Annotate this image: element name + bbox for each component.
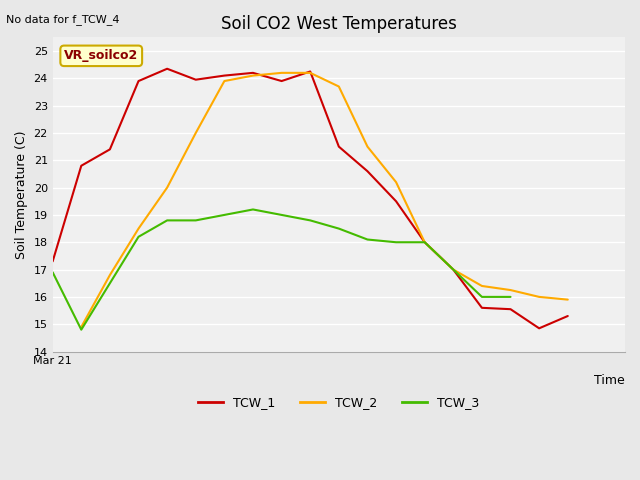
TCW_3 — [249, 206, 257, 212]
TCW_1 — [564, 313, 572, 319]
TCW_1 — [278, 78, 285, 84]
TCW_1 — [507, 306, 515, 312]
TCW_3 — [49, 269, 56, 275]
TCW_2 — [192, 130, 200, 136]
TCW_2 — [421, 240, 429, 245]
TCW_1 — [449, 267, 457, 273]
Text: No data for f_TCW_4: No data for f_TCW_4 — [6, 14, 120, 25]
TCW_3 — [478, 294, 486, 300]
Line: TCW_3: TCW_3 — [52, 209, 511, 330]
TCW_3 — [449, 267, 457, 273]
TCW_1 — [106, 146, 114, 152]
TCW_1 — [221, 72, 228, 78]
TCW_1 — [307, 69, 314, 74]
TCW_2 — [278, 70, 285, 76]
TCW_3 — [364, 237, 371, 242]
TCW_1 — [134, 78, 142, 84]
TCW_1 — [478, 305, 486, 311]
TCW_3 — [392, 240, 400, 245]
Text: Time: Time — [595, 373, 625, 386]
TCW_2 — [449, 267, 457, 273]
TCW_2 — [478, 283, 486, 289]
TCW_2 — [106, 272, 114, 278]
TCW_3 — [307, 217, 314, 223]
TCW_3 — [421, 240, 429, 245]
TCW_1 — [421, 240, 429, 245]
TCW_2 — [221, 78, 228, 84]
TCW_2 — [507, 287, 515, 293]
Legend: TCW_1, TCW_2, TCW_3: TCW_1, TCW_2, TCW_3 — [193, 391, 484, 414]
TCW_1 — [335, 144, 342, 149]
TCW_3 — [335, 226, 342, 231]
Line: TCW_1: TCW_1 — [52, 69, 568, 328]
TCW_1 — [163, 66, 171, 72]
TCW_3 — [221, 212, 228, 218]
TCW_1 — [249, 70, 257, 76]
TCW_3 — [106, 280, 114, 286]
TCW_2 — [307, 70, 314, 76]
TCW_3 — [77, 327, 85, 333]
TCW_1 — [192, 77, 200, 83]
TCW_3 — [163, 217, 171, 223]
TCW_2 — [535, 294, 543, 300]
TCW_3 — [278, 212, 285, 218]
TCW_3 — [192, 217, 200, 223]
TCW_1 — [49, 259, 56, 264]
TCW_3 — [134, 234, 142, 240]
TCW_3 — [507, 294, 515, 300]
TCW_2 — [564, 297, 572, 302]
TCW_2 — [335, 84, 342, 89]
Title: Soil CO2 West Temperatures: Soil CO2 West Temperatures — [221, 15, 457, 33]
TCW_2 — [392, 179, 400, 185]
TCW_2 — [134, 226, 142, 231]
Text: VR_soilco2: VR_soilco2 — [64, 49, 138, 62]
TCW_1 — [77, 163, 85, 168]
TCW_1 — [392, 198, 400, 204]
TCW_2 — [249, 72, 257, 78]
TCW_2 — [163, 185, 171, 191]
TCW_2 — [77, 324, 85, 330]
TCW_1 — [364, 168, 371, 174]
TCW_1 — [535, 325, 543, 331]
TCW_2 — [364, 144, 371, 149]
Y-axis label: Soil Temperature (C): Soil Temperature (C) — [15, 130, 28, 259]
Line: TCW_2: TCW_2 — [81, 73, 568, 327]
